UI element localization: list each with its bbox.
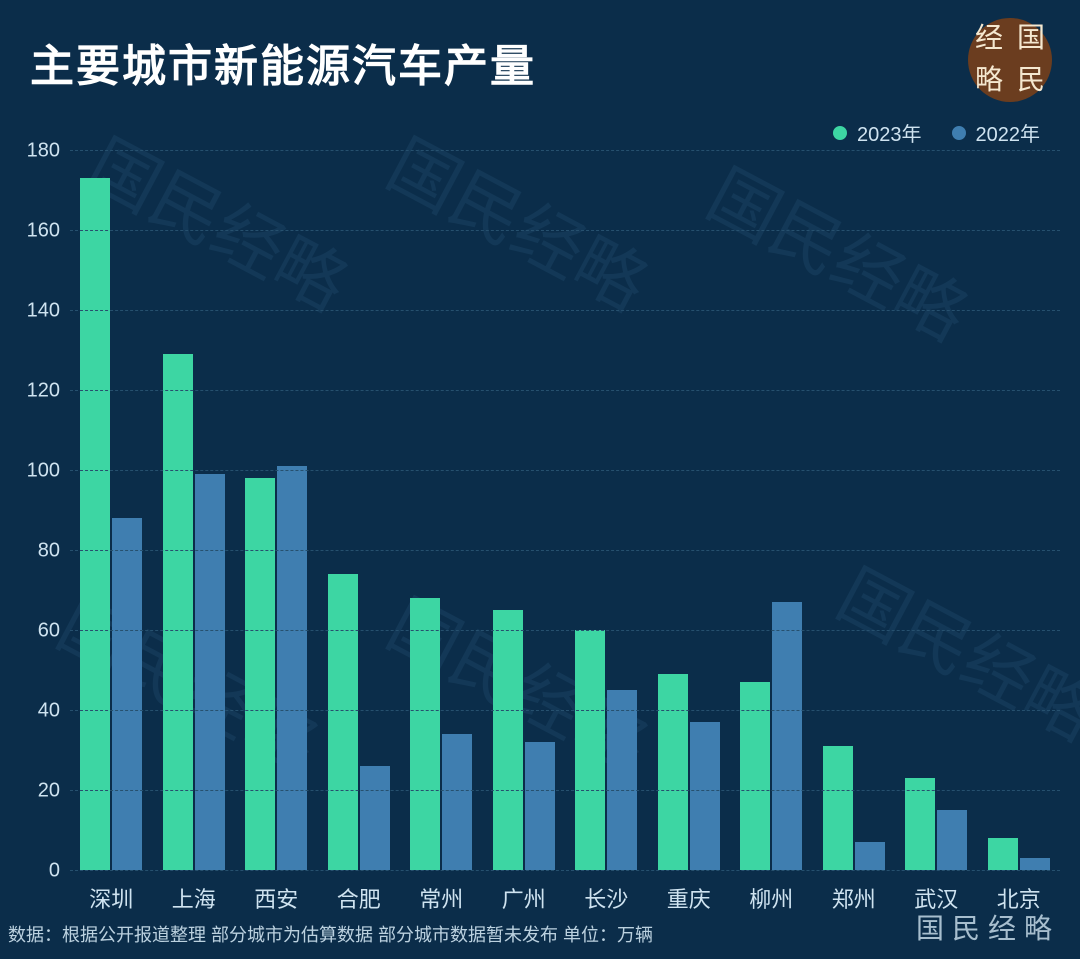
bar-group: 上海: [153, 150, 236, 870]
y-axis-label: 140: [10, 300, 60, 323]
y-axis-label: 40: [10, 700, 60, 723]
bar: [493, 610, 523, 870]
bar: [328, 574, 358, 870]
bar-group: 长沙: [565, 150, 648, 870]
logo-char: 国: [1017, 25, 1045, 53]
grid-line: 60: [70, 630, 1060, 631]
footer: 数据：根据公开报道整理 部分城市为估算数据 部分城市数据暂未发布 单位：万辆 国…: [0, 893, 1080, 959]
bar: [575, 630, 605, 870]
grid-line: 140: [70, 310, 1060, 311]
chart-title: 主要城市新能源汽车产量: [30, 30, 536, 94]
bar-group: 柳州: [730, 150, 813, 870]
grid-line: 0: [70, 870, 1060, 871]
legend-item: 2022年: [952, 118, 1041, 147]
logo-char: 民: [1017, 67, 1045, 95]
y-axis-label: 60: [10, 620, 60, 643]
plot-area: 深圳上海西安合肥常州广州长沙重庆柳州郑州武汉北京 0 20 40 60 80 100 120…: [70, 150, 1060, 870]
bar: [410, 598, 440, 870]
bar: [277, 466, 307, 870]
legend-dot-icon: [952, 126, 966, 140]
y-axis-label: 120: [10, 380, 60, 403]
legend-label: 2022年: [976, 118, 1041, 147]
y-axis-label: 0: [10, 860, 60, 883]
brand-logo: 经 国 略 民: [968, 18, 1052, 102]
grid-line: 40: [70, 710, 1060, 711]
bar: [988, 838, 1018, 870]
bar: [690, 722, 720, 870]
y-axis-label: 180: [10, 140, 60, 163]
bar: [772, 602, 802, 870]
footer-brand: 国民经略: [916, 907, 1060, 947]
bar-group: 深圳: [70, 150, 153, 870]
bar: [442, 734, 472, 870]
bar: [360, 766, 390, 870]
legend-item: 2023年: [833, 118, 922, 147]
bar: [245, 478, 275, 870]
y-axis-label: 100: [10, 460, 60, 483]
data-source-text: 数据：根据公开报道整理 部分城市为估算数据 部分城市数据暂未发布 单位：万辆: [8, 921, 653, 947]
bar-group: 武汉: [895, 150, 978, 870]
legend-dot-icon: [833, 126, 847, 140]
bar: [855, 842, 885, 870]
bar-group: 合肥: [318, 150, 401, 870]
chart-container: 国民经略国民经略国民经略国民经略国民经略国民经略 主要城市新能源汽车产量 经 国…: [0, 0, 1080, 959]
bar: [112, 518, 142, 870]
grid-line: 100: [70, 470, 1060, 471]
grid-line: 160: [70, 230, 1060, 231]
bar-group: 常州: [400, 150, 483, 870]
logo-char: 略: [975, 67, 1003, 95]
bar: [525, 742, 555, 870]
y-axis-label: 80: [10, 540, 60, 563]
logo-char: 经: [975, 25, 1003, 53]
grid-line: 120: [70, 390, 1060, 391]
bar: [658, 674, 688, 870]
grid-line: 80: [70, 550, 1060, 551]
bar: [80, 178, 110, 870]
bar: [607, 690, 637, 870]
bar: [905, 778, 935, 870]
bar: [1020, 858, 1050, 870]
bar-group: 重庆: [648, 150, 731, 870]
bar: [823, 746, 853, 870]
legend-label: 2023年: [857, 118, 922, 147]
bar: [163, 354, 193, 870]
bar-group: 郑州: [813, 150, 896, 870]
y-axis-label: 20: [10, 780, 60, 803]
bar-group: 广州: [483, 150, 566, 870]
bar: [937, 810, 967, 870]
bars-area: 深圳上海西安合肥常州广州长沙重庆柳州郑州武汉北京: [70, 150, 1060, 870]
legend: 2023年 2022年: [833, 118, 1040, 147]
grid-line: 20: [70, 790, 1060, 791]
bar: [195, 474, 225, 870]
bar-group: 西安: [235, 150, 318, 870]
grid-line: 180: [70, 150, 1060, 151]
bar-group: 北京: [978, 150, 1061, 870]
y-axis-label: 160: [10, 220, 60, 243]
